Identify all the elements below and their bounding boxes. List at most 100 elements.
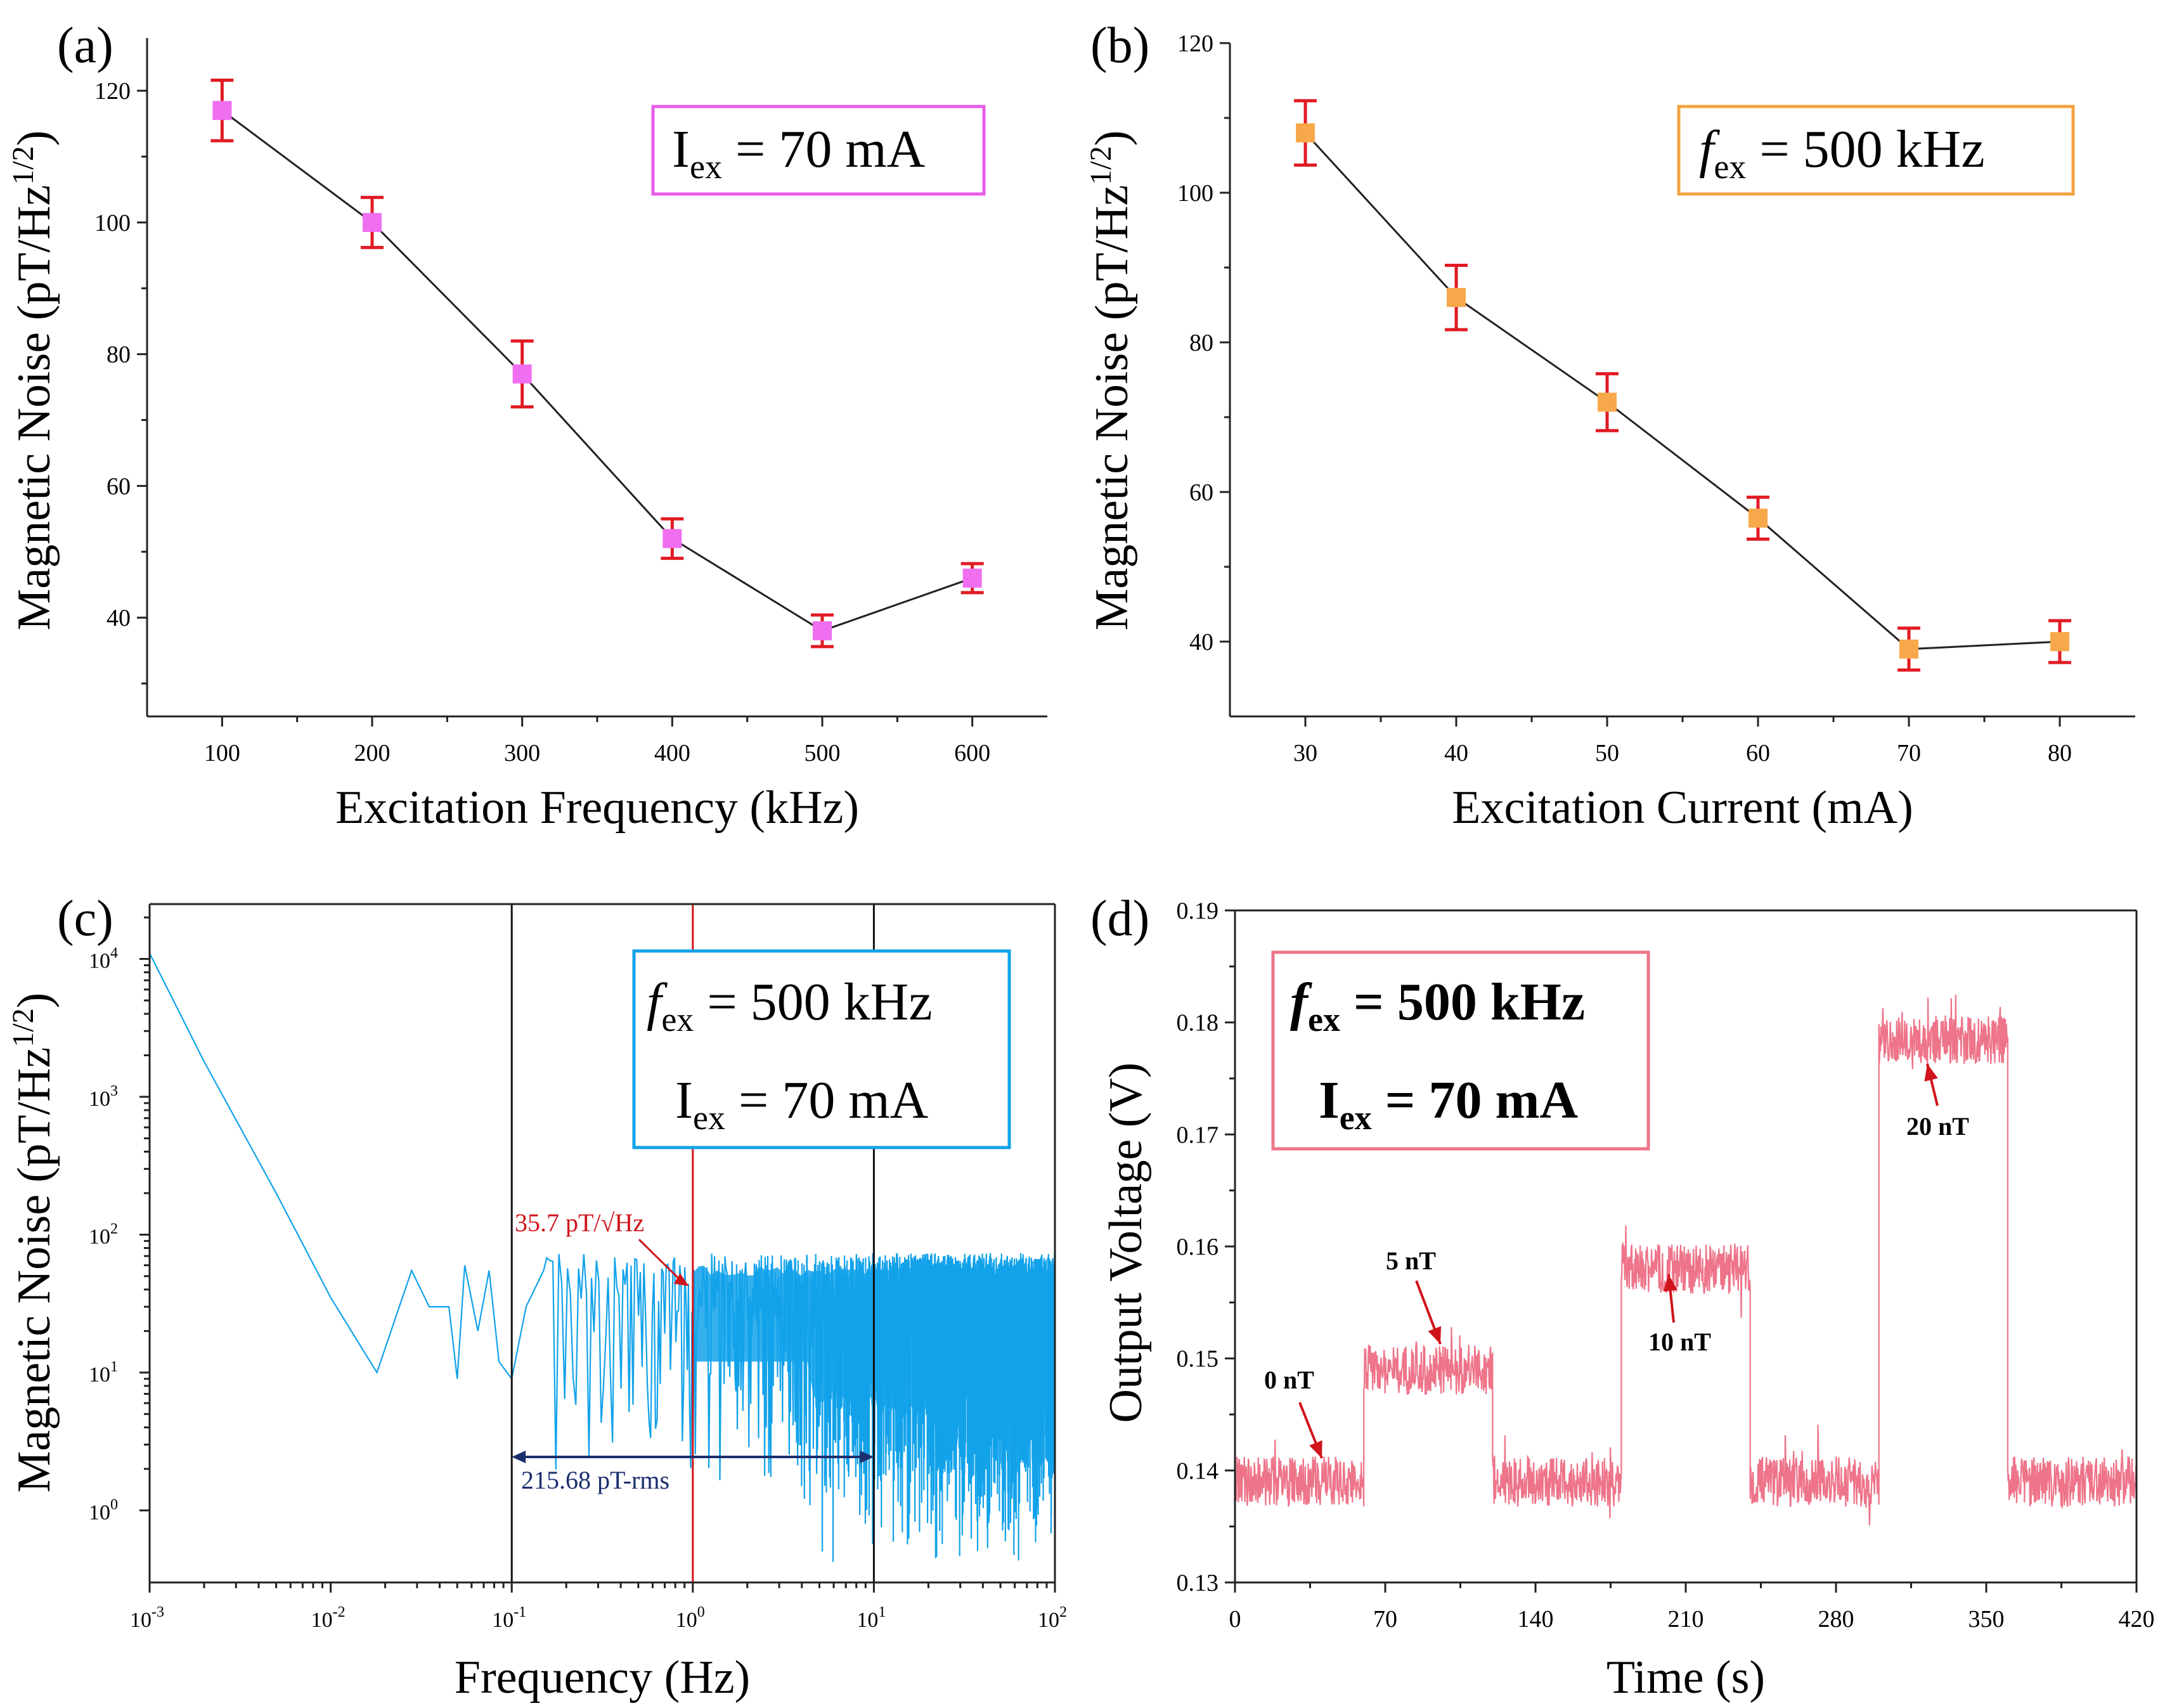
y-tick-label: 100 [89, 1496, 118, 1524]
x-tick-label: 200 [354, 740, 391, 767]
x-tick-label: 0 [1229, 1606, 1241, 1633]
data-point [1598, 392, 1617, 412]
panel-label-c: (c) [57, 891, 113, 947]
y-tick-label: 0.16 [1177, 1234, 1219, 1260]
y-axis-label: Magnetic Noise (pT/Hz1/2) [6, 993, 60, 1493]
x-tick-label: 400 [654, 740, 690, 767]
x-tick-label: 70 [1373, 1606, 1397, 1633]
legend-c-line2: Iex = 70 mA [675, 1071, 929, 1137]
x-tick-label: 100 [204, 740, 240, 767]
x-tick-label: 10-2 [311, 1604, 346, 1632]
x-tick-label: 10-1 [492, 1604, 526, 1632]
legend-box-c: fex = 500 kHz Iex = 70 mA [632, 949, 1011, 1149]
panel-label-d: (d) [1090, 891, 1149, 947]
x-tick-label: 600 [954, 740, 990, 767]
series-line [1304, 132, 2060, 650]
data-point [363, 212, 382, 232]
y-tick-label: 60 [1189, 479, 1213, 506]
x-tick-label: 70 [1897, 740, 1921, 767]
x-tick-label: 350 [1968, 1606, 2005, 1633]
x-axis-label: Frequency (Hz) [455, 1652, 750, 1704]
legend-c-line1: fex = 500 kHz [647, 973, 933, 1038]
voltage-trace [1234, 994, 2138, 1526]
y-tick-label: 0.18 [1177, 1010, 1219, 1037]
y-tick-label: 80 [107, 342, 131, 368]
y-tick-label: 40 [107, 605, 131, 631]
y-tick-label: 80 [1189, 330, 1213, 356]
legend-d-line1: fex = 500 kHz [1290, 973, 1585, 1038]
y-tick-label: 100 [94, 210, 131, 236]
step-label-0nT: 0 nT [1264, 1366, 1314, 1394]
series-line [221, 110, 973, 632]
y-tick-label: 101 [89, 1359, 118, 1387]
step-label-10nT: 10 nT [1648, 1328, 1711, 1356]
x-tick-label: 420 [2119, 1606, 2155, 1633]
legend-box-a: Iex = 70 mA [651, 105, 986, 196]
rms-arrowhead-right [860, 1451, 874, 1463]
x-tick-label: 102 [1038, 1604, 1067, 1632]
annotation-rms: 215.68 pT-rms [521, 1466, 669, 1494]
legend-box-a-frame [651, 105, 986, 196]
y-tick-label: 60 [107, 473, 131, 500]
x-tick-label: 50 [1595, 740, 1619, 767]
x-tick-label: 101 [857, 1604, 886, 1632]
x-tick-label: 500 [805, 740, 841, 767]
chart-a: 100 200 300 400 500 600 40 60 80 100 120 Excitation… [6, 38, 1047, 834]
data-point [962, 568, 982, 588]
x-tick-label: 80 [2048, 740, 2072, 767]
data-point [1447, 288, 1466, 307]
legend-box-b: fex = 500 kHz [1677, 105, 2075, 196]
legend-box-b-frame [1677, 105, 2075, 196]
annotation-noise-1hz: 35.7 pT/√Hz [515, 1208, 644, 1237]
legend-b-text: fex = 500 kHz [1699, 120, 1985, 186]
y-tick-label: 102 [89, 1220, 118, 1248]
data-point [1749, 508, 1768, 528]
x-tick-label: 10-3 [130, 1604, 164, 1632]
data-point [1899, 639, 1918, 659]
legend-a-text: Iex = 70 mA [672, 120, 926, 186]
panel-label-a: (a) [57, 18, 113, 74]
x-tick-label: 140 [1518, 1606, 1554, 1633]
y-tick-label: 0.14 [1177, 1458, 1219, 1484]
x-tick-label: 100 [676, 1604, 705, 1632]
y-tick-label: 40 [1189, 629, 1213, 656]
step-arrowhead [1924, 1064, 1938, 1082]
data-point [1296, 123, 1315, 143]
legend-d-line2: Iex = 70 mA [1319, 1071, 1579, 1137]
data-point [813, 621, 832, 640]
y-tick-label: 0.13 [1177, 1570, 1219, 1596]
x-tick-label: 280 [1818, 1606, 1854, 1633]
data-point [212, 101, 232, 120]
x-axis-label: Time (s) [1606, 1652, 1765, 1704]
x-axis-label: Excitation Current (mA) [1452, 782, 1913, 834]
data-point [512, 364, 532, 384]
y-tick-label: 104 [89, 945, 118, 973]
x-tick-label: 60 [1746, 740, 1770, 767]
panel-label-b: (b) [1090, 18, 1149, 74]
x-tick-label: 30 [1293, 740, 1317, 767]
legend-box-d: fex = 500 kHz Iex = 70 mA [1271, 950, 1650, 1151]
y-tick-label: 103 [89, 1083, 118, 1111]
y-tick-label: 100 [1177, 180, 1213, 207]
y-tick-label: 0.17 [1177, 1122, 1219, 1148]
x-tick-label: 210 [1668, 1606, 1704, 1633]
noise-arrow-shaft [638, 1238, 682, 1282]
y-tick-label: 0.15 [1177, 1346, 1219, 1373]
rms-arrowhead-left [512, 1451, 526, 1463]
y-axis-label: Magnetic Noise (pT/Hz1/2) [1084, 131, 1138, 631]
x-tick-label: 40 [1444, 740, 1468, 767]
step-label-5nT: 5 nT [1386, 1246, 1436, 1275]
data-point [663, 529, 682, 548]
y-tick-label: 120 [1177, 30, 1213, 57]
chart-d: 0 70 140 210 280 350 420 0.13 0.14 0.15 0.16 0.17 0.… [1100, 898, 2155, 1704]
y-tick-label: 120 [94, 78, 131, 105]
noise-arrowhead [673, 1273, 689, 1286]
y-axis-label: Output Voltage (V) [1100, 1063, 1152, 1423]
y-axis-label: Magnetic Noise (pT/Hz1/2) [6, 131, 60, 631]
x-axis-label: Excitation Frequency (kHz) [335, 782, 859, 834]
step-arrowhead [1309, 1440, 1322, 1458]
step-label-20nT: 20 nT [1906, 1112, 1969, 1141]
data-point [2050, 632, 2069, 651]
step-arrowhead [1663, 1274, 1677, 1292]
